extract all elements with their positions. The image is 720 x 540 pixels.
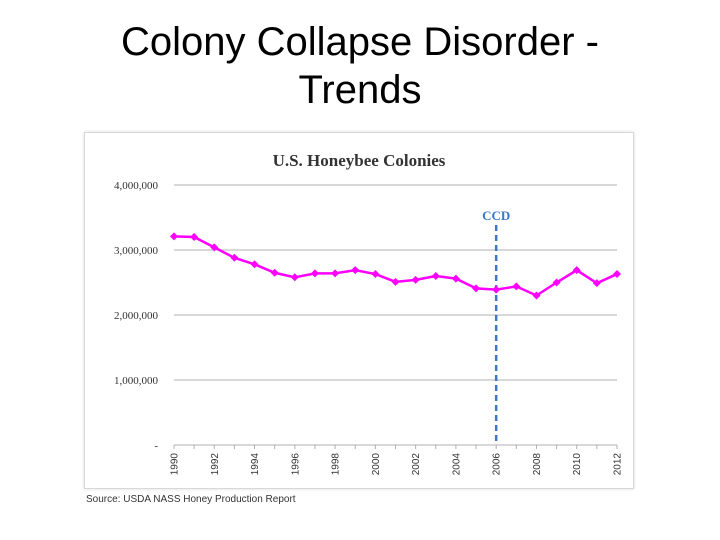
series-layer <box>170 232 621 300</box>
x-tick-label: 1998 <box>331 453 342 476</box>
x-tick-label: 1992 <box>210 453 221 476</box>
data-point <box>230 253 239 262</box>
data-point <box>250 260 259 269</box>
x-tick-label: 2012 <box>613 453 624 476</box>
data-point <box>512 282 521 291</box>
slide-title: Colony Collapse Disorder - Trends <box>0 18 720 114</box>
data-point <box>492 285 501 294</box>
data-point <box>411 275 420 284</box>
data-point <box>532 291 541 300</box>
data-point <box>472 284 481 293</box>
data-point <box>290 273 299 282</box>
y-tick-label: - <box>154 440 158 452</box>
x-tick-label: 2008 <box>532 453 543 476</box>
y-tick-label: 2,000,000 <box>114 310 159 322</box>
data-point <box>270 268 279 277</box>
data-point <box>592 279 601 288</box>
data-point <box>451 274 460 283</box>
x-tick-label: 2002 <box>411 453 422 476</box>
data-point <box>170 232 178 241</box>
x-tick-label: 2010 <box>572 453 583 476</box>
ccd-label: CCD <box>482 208 510 223</box>
series-line <box>173 235 618 297</box>
data-point <box>210 243 219 252</box>
chart-title: U.S. Honeybee Colonies <box>273 151 446 170</box>
x-tick-label: 2004 <box>451 453 462 476</box>
x-tick-label: 1996 <box>290 453 301 476</box>
data-point <box>431 272 440 280</box>
data-point <box>310 269 319 278</box>
slide-title-line-2: Trends <box>298 68 422 112</box>
ccd-annotation: CCD <box>482 208 510 445</box>
chart-frame <box>84 132 634 489</box>
x-tick-label: 2000 <box>371 453 382 476</box>
y-tick-labels: - 1,000,000 2,000,000 3,000,000 4,000,000 <box>114 180 159 452</box>
data-point <box>552 278 561 287</box>
y-tick-label: 4,000,000 <box>114 180 159 192</box>
data-point <box>572 266 581 275</box>
data-point <box>351 266 360 275</box>
data-point <box>331 269 340 278</box>
data-point <box>371 270 380 279</box>
x-tick-label: 2006 <box>492 453 503 476</box>
data-point <box>391 277 400 286</box>
slide-title-line-1: Colony Collapse Disorder - <box>121 20 599 64</box>
data-point <box>613 270 621 279</box>
y-tick-label: 1,000,000 <box>114 375 159 387</box>
honeybee-colonies-chart: U.S. Honeybee Colonies - 1,000,000 2,000,0… <box>114 151 624 476</box>
x-tick-labels: 1990 1992 1994 1996 1998 2000 2002 2004 2006 2008… <box>170 453 624 476</box>
x-tick-label: 1990 <box>170 453 181 476</box>
data-point <box>190 233 199 241</box>
source-note: Source: USDA NASS Honey Production Repor… <box>86 494 296 505</box>
x-tick-label: 1994 <box>250 453 261 476</box>
grid-layer <box>173 184 618 449</box>
y-tick-label: 3,000,000 <box>114 245 159 257</box>
